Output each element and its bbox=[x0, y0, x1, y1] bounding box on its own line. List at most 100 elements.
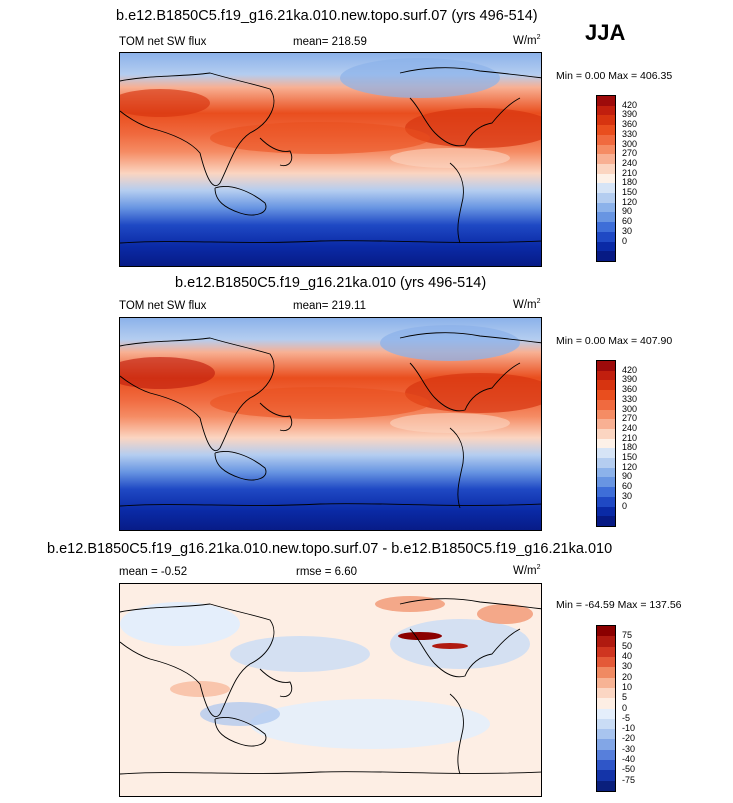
colorbar-swatch bbox=[597, 780, 615, 791]
panel3-units: W/m2 bbox=[513, 564, 541, 577]
colorbar-tick-label: 360 bbox=[622, 119, 638, 130]
panel2-units-sup: 2 bbox=[536, 298, 541, 305]
colorbar-swatch bbox=[597, 718, 615, 730]
panel1-variable: TOM net SW flux bbox=[119, 36, 207, 48]
colorbar-swatch bbox=[597, 399, 615, 410]
colorbar-tick-label: -50 bbox=[622, 764, 636, 775]
panel1-map-svg bbox=[120, 53, 541, 266]
panel2-colorbar bbox=[596, 360, 616, 527]
colorbar-tick-label: 10 bbox=[622, 681, 633, 692]
panel1-units: W/m2 bbox=[513, 34, 541, 47]
colorbar-swatch bbox=[597, 380, 615, 391]
colorbar-swatch bbox=[597, 438, 615, 449]
colorbar-tick-label: 0 bbox=[622, 500, 628, 511]
colorbar-tick-label: 75 bbox=[622, 630, 633, 641]
colorbar-tick-label: 5 bbox=[622, 692, 628, 703]
colorbar-tick-label: 330 bbox=[622, 128, 638, 139]
panel2-variable: TOM net SW flux bbox=[119, 300, 207, 312]
panel2-units-text: W/m bbox=[513, 298, 537, 311]
colorbar-swatch bbox=[597, 677, 615, 688]
colorbar-tick-label: 210 bbox=[622, 167, 638, 178]
colorbar-tick-label: 240 bbox=[622, 157, 638, 168]
colorbar-swatch bbox=[597, 487, 615, 497]
panel3-units-sup: 2 bbox=[536, 564, 541, 571]
colorbar-tick-label: 150 bbox=[622, 452, 638, 463]
colorbar-swatch bbox=[597, 729, 615, 740]
colorbar-swatch bbox=[597, 173, 615, 184]
colorbar-swatch bbox=[597, 770, 615, 781]
colorbar-tick-label: 180 bbox=[622, 442, 638, 453]
panel1-minmax: Min = 0.00 Max = 406.35 bbox=[556, 70, 673, 82]
panel3-title: b.e12.B1850C5.f19_g16.21ka.010.new.topo.… bbox=[47, 541, 613, 557]
panel3-minmax: Min = -64.59 Max = 137.56 bbox=[556, 599, 682, 611]
colorbar-tick-label: 420 bbox=[622, 364, 638, 375]
colorbar-swatch bbox=[597, 231, 615, 242]
colorbar-swatch bbox=[597, 154, 615, 164]
panel1-map bbox=[119, 52, 542, 267]
colorbar-swatch bbox=[597, 428, 615, 439]
panel1-units-text: W/m bbox=[513, 34, 537, 47]
colorbar-swatch bbox=[597, 222, 615, 232]
panel2-mean: mean= 219.11 bbox=[293, 300, 366, 312]
colorbar-tick-label: 30 bbox=[622, 225, 633, 236]
colorbar-tick-label: 60 bbox=[622, 216, 633, 227]
colorbar-tick-label: 40 bbox=[622, 650, 633, 661]
panel1-colorbar bbox=[596, 95, 616, 262]
colorbar-swatch bbox=[597, 656, 615, 668]
colorbar-tick-label: 420 bbox=[622, 99, 638, 110]
season-label: JJA bbox=[585, 20, 626, 45]
colorbar-tick-label: 270 bbox=[622, 413, 638, 424]
colorbar-tick-label: -40 bbox=[622, 754, 636, 765]
colorbar-tick-label: -75 bbox=[622, 774, 636, 785]
colorbar-tick-label: 180 bbox=[622, 177, 638, 188]
colorbar-swatch bbox=[597, 96, 615, 106]
panel1-units-sup: 2 bbox=[536, 34, 541, 41]
colorbar-swatch bbox=[597, 708, 615, 719]
colorbar-swatch bbox=[597, 646, 615, 657]
colorbar-tick-label: 300 bbox=[622, 403, 638, 414]
colorbar-swatch bbox=[597, 183, 615, 194]
colorbar-swatch bbox=[597, 516, 615, 526]
colorbar-tick-label: 360 bbox=[622, 384, 638, 395]
colorbar-tick-label: 330 bbox=[622, 393, 638, 404]
colorbar-tick-label: 0 bbox=[622, 235, 628, 246]
colorbar-swatch bbox=[597, 251, 615, 261]
colorbar-swatch bbox=[597, 105, 615, 116]
colorbar-swatch bbox=[597, 163, 615, 174]
panel2-map bbox=[119, 317, 542, 531]
panel3-rmse: rmse = 6.60 bbox=[296, 566, 358, 578]
panel2-map-svg bbox=[120, 318, 541, 530]
colorbar-tick-label: 30 bbox=[622, 490, 633, 501]
colorbar-tick-label: 120 bbox=[622, 461, 638, 472]
colorbar-tick-label: -20 bbox=[622, 733, 636, 744]
colorbar-swatch bbox=[597, 760, 615, 771]
colorbar-swatch bbox=[597, 390, 615, 400]
colorbar-swatch bbox=[597, 125, 615, 135]
colorbar-swatch bbox=[597, 115, 615, 126]
colorbar-tick-label: 120 bbox=[622, 196, 638, 207]
colorbar-swatch bbox=[597, 636, 615, 647]
colorbar-swatch bbox=[597, 458, 615, 468]
colorbar-swatch bbox=[597, 496, 615, 507]
panel3-map-svg bbox=[120, 584, 541, 796]
panel3-units-text: W/m bbox=[513, 564, 537, 577]
colorbar-swatch bbox=[597, 477, 615, 488]
colorbar-tick-label: 390 bbox=[622, 109, 638, 120]
colorbar-swatch bbox=[597, 698, 615, 709]
colorbar-swatch bbox=[597, 419, 615, 429]
colorbar-tick-label: -5 bbox=[622, 712, 631, 723]
colorbar-tick-label: -30 bbox=[622, 743, 636, 754]
colorbar-tick-label: 90 bbox=[622, 471, 633, 482]
colorbar-tick-label: 210 bbox=[622, 432, 638, 443]
colorbar-tick-label: 60 bbox=[622, 481, 633, 492]
colorbar-swatch bbox=[597, 202, 615, 213]
colorbar-swatch bbox=[597, 626, 615, 637]
panel2-units: W/m2 bbox=[513, 298, 541, 311]
colorbar-tick-label: 300 bbox=[622, 138, 638, 149]
colorbar-swatch bbox=[597, 448, 615, 459]
colorbar-swatch bbox=[597, 361, 615, 371]
colorbar-swatch bbox=[597, 193, 615, 203]
colorbar-tick-label: 240 bbox=[622, 422, 638, 433]
colorbar-tick-label: 150 bbox=[622, 187, 638, 198]
colorbar-swatch bbox=[597, 506, 615, 517]
